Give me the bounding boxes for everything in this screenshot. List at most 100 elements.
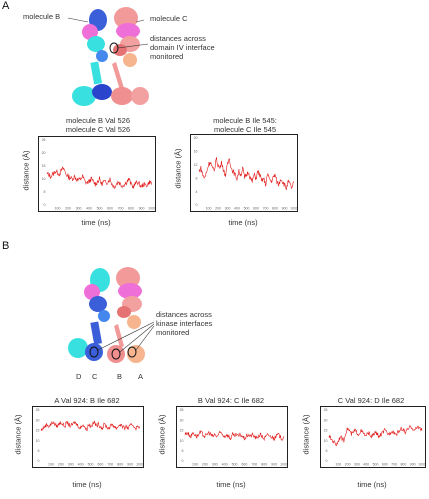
chart-b1-ylabel: distance (Å) — [13, 414, 23, 455]
x-tick-label: 600 — [97, 463, 103, 467]
x-tick-label: 900 — [127, 463, 133, 467]
chart-b3-title: C Val 924: D Ile 682 — [316, 396, 426, 405]
chart-a2-ylabel: distance (Å) — [173, 148, 183, 189]
annotation-line: domain IV interface — [150, 43, 215, 52]
chart-b1-plot: 0 5 10 15 20 25 100 200 300 400 500 600 700 800 900 100… — [32, 406, 144, 468]
x-tick-label: 200 — [65, 207, 71, 211]
y-tick-label: 10 — [324, 439, 328, 443]
x-tick-label: 100 — [55, 207, 61, 211]
x-tick-label: 400 — [234, 207, 240, 211]
y-tick-label: 8 — [196, 176, 198, 180]
chart-b3-ylabel: distance (Å) — [301, 414, 311, 455]
chain-label-c: C — [92, 372, 98, 381]
y-tick-label: 12 — [194, 163, 198, 167]
y-tick-label: 0 — [196, 203, 198, 207]
x-tick-label: 100 — [48, 463, 54, 467]
x-tick-label: 1000 — [148, 207, 155, 211]
chart-a2-plot: 0 4 8 12 16 20 100 200 300 400 500 600 700 800 900 1000 — [190, 134, 298, 212]
x-tick-label: 600 — [253, 207, 259, 211]
chart-a2-title: molecule B Ile 545: molecule C Ile 545 — [190, 116, 300, 134]
x-tick-label: 500 — [88, 463, 94, 467]
y-tick-label: 25 — [180, 408, 184, 412]
y-tick-label: 20 — [42, 151, 46, 155]
x-tick-label: 300 — [76, 207, 82, 211]
annotation-line: monitored — [150, 52, 184, 61]
y-tick-label: 0 — [44, 203, 46, 207]
chart-title-line: molecule B Val 526 — [65, 116, 131, 125]
chain-label-b: B — [117, 372, 123, 381]
chart-title-line: A Val 924: B Ile 682 — [54, 396, 120, 405]
series-line — [40, 420, 141, 432]
y-tick-label: 16 — [194, 150, 198, 154]
series-line — [46, 166, 153, 190]
x-tick-label: 1000 — [136, 463, 143, 467]
x-tick-label: 100 — [335, 463, 341, 467]
y-tick-label: 5 — [326, 449, 328, 453]
x-tick-label: 200 — [202, 463, 208, 467]
x-tick-label: 700 — [107, 463, 113, 467]
annotation-line: distances across — [156, 310, 212, 319]
chart-title-line: molecule B Ile 545: — [213, 116, 277, 125]
chart-b2-ylabel: distance (Å) — [157, 414, 167, 455]
x-tick-label: 600 — [382, 463, 388, 467]
x-tick-label: 200 — [58, 463, 64, 467]
annotation-line: kinase interfaces — [156, 319, 213, 328]
chart-title-line: C Val 924: D Ile 682 — [337, 396, 405, 405]
chart-b3-xlabel: time (ns) — [357, 480, 387, 489]
chart-title-line: molecule C Val 526 — [65, 125, 131, 134]
y-tick-label: 10 — [36, 439, 40, 443]
x-tick-label: 300 — [212, 463, 218, 467]
chart-b2-svg: 0 5 10 15 20 25 100 200 300 400 500 600 700 800 900 100… — [180, 408, 287, 467]
y-tick-label: 20 — [180, 418, 184, 422]
chart-a1-ylabel: distance (Å) — [21, 150, 31, 191]
y-tick-label: 0 — [182, 459, 184, 463]
panel-b-molecule-illustration — [68, 267, 155, 363]
y-tick-label: 10 — [42, 177, 46, 181]
chart-a1-plot: 0 5 10 15 20 25 100 200 300 400 500 600 700 800 900 100… — [38, 136, 156, 212]
x-tick-label: 700 — [251, 463, 257, 467]
y-tick-label: 5 — [182, 449, 184, 453]
x-tick-label: 800 — [117, 463, 123, 467]
x-tick-label: 100 — [206, 207, 212, 211]
x-tick-label: 200 — [345, 463, 351, 467]
x-tick-label: 500 — [244, 207, 250, 211]
x-tick-label: 700 — [391, 463, 397, 467]
x-tick-label: 900 — [139, 207, 145, 211]
chart-b2-plot: 0 5 10 15 20 25 100 200 300 400 500 600 700 800 900 100… — [176, 406, 288, 468]
annotation-line: distances across — [150, 34, 206, 43]
x-tick-label: 1000 — [290, 207, 297, 211]
x-tick-label: 800 — [400, 463, 406, 467]
y-tick-label: 15 — [180, 429, 184, 433]
y-tick-label: 15 — [42, 164, 46, 168]
chart-b3-plot: 0 5 10 15 20 25 100 200 300 400 500 600 700 800 900 100… — [320, 406, 426, 468]
y-tick-label: 0 — [326, 459, 328, 463]
series-line — [198, 157, 295, 191]
x-tick-label: 1000 — [280, 463, 287, 467]
series-line — [328, 424, 423, 447]
x-tick-label: 500 — [97, 207, 103, 211]
y-tick-label: 15 — [324, 429, 328, 433]
y-tick-label: 20 — [194, 136, 198, 140]
x-tick-label: 800 — [272, 207, 278, 211]
chart-a1-svg: 0 5 10 15 20 25 100 200 300 400 500 600 700 800 900 100… — [42, 138, 155, 211]
chart-b3-svg: 0 5 10 15 20 25 100 200 300 400 500 600 700 800 900 100… — [324, 408, 425, 467]
y-tick-label: 10 — [180, 439, 184, 443]
molecule-c-label: molecule C — [150, 14, 188, 23]
molecule-b-label: molecule B — [23, 12, 61, 21]
y-tick-label: 5 — [38, 449, 40, 453]
y-tick-label: 20 — [324, 418, 328, 422]
x-tick-label: 200 — [215, 207, 221, 211]
x-tick-label: 700 — [263, 207, 269, 211]
chart-b2-title: B Val 924: C Ile 682 — [174, 396, 288, 405]
chain-label-d: D — [76, 372, 82, 381]
x-tick-label: 900 — [271, 463, 277, 467]
x-tick-label: 1000 — [418, 463, 425, 467]
chart-title-line: B Val 924: C Ile 682 — [197, 396, 265, 405]
y-tick-label: 5 — [44, 190, 46, 194]
chart-b1-title: A Val 924: B Ile 682 — [30, 396, 144, 405]
annotation-line: monitored — [156, 328, 190, 337]
y-tick-label: 25 — [36, 408, 40, 412]
y-tick-label: 15 — [36, 429, 40, 433]
x-tick-label: 600 — [107, 207, 113, 211]
x-tick-label: 400 — [222, 463, 228, 467]
